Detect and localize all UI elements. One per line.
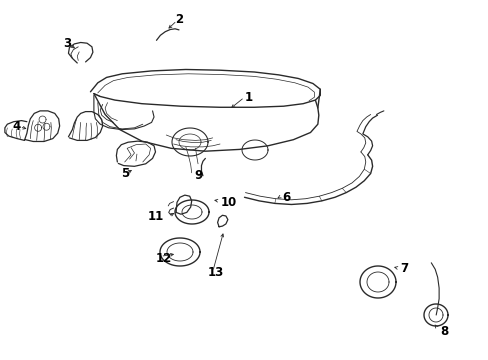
Text: 7: 7 xyxy=(399,262,407,275)
Text: 6: 6 xyxy=(282,191,290,204)
Text: 5: 5 xyxy=(121,167,129,180)
Text: 4: 4 xyxy=(12,120,20,133)
Text: 10: 10 xyxy=(221,196,237,209)
Text: 13: 13 xyxy=(207,266,224,279)
Text: 12: 12 xyxy=(155,252,171,265)
Text: 8: 8 xyxy=(439,325,447,338)
Text: 2: 2 xyxy=(175,13,183,26)
Text: 1: 1 xyxy=(244,91,252,104)
Text: 9: 9 xyxy=(194,169,202,182)
Text: 3: 3 xyxy=(63,37,72,50)
Text: 11: 11 xyxy=(147,210,163,222)
